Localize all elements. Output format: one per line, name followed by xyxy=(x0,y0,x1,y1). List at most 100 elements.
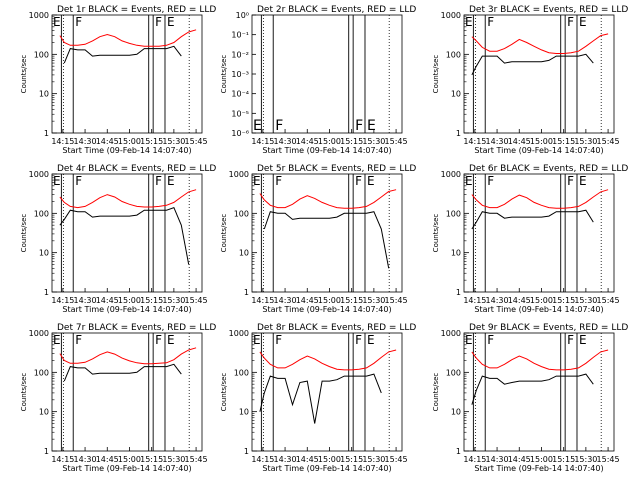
marker-E-left: E xyxy=(465,174,473,188)
x-tick-label: 15:45 xyxy=(597,455,620,464)
marker-E-right: E xyxy=(367,118,376,134)
panel-title: Det 5r BLACK = Events, RED = LLD xyxy=(257,164,416,174)
plot-frame xyxy=(251,14,403,134)
x-tick-label: 14:45 xyxy=(296,296,319,305)
x-tick-label: 15:15 xyxy=(340,137,363,146)
x-tick-label: 15:30 xyxy=(362,455,385,464)
y-tick-label: 1 xyxy=(244,447,249,456)
panel-title: Det 7r BLACK = Events, RED = LLD xyxy=(57,323,216,333)
y-tick-label: 100 xyxy=(446,50,461,59)
y-tick-label: 10⁻² xyxy=(231,50,249,59)
marker-F-right: F xyxy=(155,333,162,347)
lld-series-line xyxy=(471,33,609,54)
marker-F-right: F xyxy=(355,118,363,134)
x-tick-label: 15:15 xyxy=(140,455,163,464)
x-tick-label: 15:00 xyxy=(530,455,553,464)
y-axis-label: Counts/sec xyxy=(20,55,28,94)
y-tick-label: 10 xyxy=(451,408,461,417)
x-axis-label: Start Time (09-Feb-14 14:07:40) xyxy=(262,305,391,314)
marker-F-left: F xyxy=(75,174,82,188)
plot-frame xyxy=(463,14,615,134)
panel-title: Det 9r BLACK = Events, RED = LLD xyxy=(469,323,628,333)
x-tick-label: 15:30 xyxy=(574,455,597,464)
marker-E-left: E xyxy=(253,333,261,347)
y-axis-label: Counts/sec xyxy=(220,55,228,94)
x-tick-label: 15:45 xyxy=(385,137,408,146)
x-tick-label: 15:00 xyxy=(118,296,141,305)
y-tick-label: 10⁻³ xyxy=(231,70,249,79)
y-axis-label: Counts/sec xyxy=(20,214,28,253)
y-axis-label: Counts/sec xyxy=(432,373,440,412)
marker-F-left: F xyxy=(75,333,82,347)
x-tick-label: 15:30 xyxy=(574,137,597,146)
y-tick-label: 100 xyxy=(34,368,49,377)
x-tick-label: 15:30 xyxy=(574,296,597,305)
y-tick-label: 10 xyxy=(39,408,49,417)
marker-F-right: F xyxy=(155,174,162,188)
x-tick-label: 15:00 xyxy=(318,296,341,305)
marker-E-left: E xyxy=(465,15,473,29)
x-axis-label: Start Time (09-Feb-14 14:07:40) xyxy=(474,146,603,155)
x-tick-label: 15:30 xyxy=(162,137,185,146)
y-tick-label: 100 xyxy=(234,209,249,218)
y-tick-label: 1 xyxy=(456,447,461,456)
marker-F-right: F xyxy=(567,333,574,347)
lld-series-line xyxy=(259,189,397,209)
marker-F-left: F xyxy=(487,333,494,347)
x-tick-label: 14:30 xyxy=(74,455,97,464)
marker-E-left: E xyxy=(53,15,61,29)
events-series-line xyxy=(63,45,182,64)
y-tick-label: 10⁰ xyxy=(236,11,249,20)
x-tick-label: 14:15 xyxy=(251,296,274,305)
y-tick-label: 1 xyxy=(44,129,49,138)
y-tick-label: 10⁻⁴ xyxy=(231,90,249,99)
x-tick-label: 15:00 xyxy=(318,137,341,146)
y-tick-label: 10 xyxy=(39,249,49,258)
x-tick-label: 15:15 xyxy=(140,296,163,305)
plot-frame xyxy=(251,332,403,452)
panel-det-5: Det 5r BLACK = Events, RED = LLD 1 10 100 10… xyxy=(220,164,416,314)
y-tick-label: 10⁻⁶ xyxy=(231,129,249,138)
x-tick-label: 15:00 xyxy=(318,455,341,464)
events-series-line xyxy=(471,209,594,230)
panel-title: Det 4r BLACK = Events, RED = LLD xyxy=(57,164,216,174)
marker-F-left: F xyxy=(275,333,282,347)
marker-F-left: F xyxy=(275,174,282,188)
y-tick-label: 1000 xyxy=(29,11,49,20)
x-tick-label: 14:30 xyxy=(486,296,509,305)
y-tick-label: 1 xyxy=(456,129,461,138)
plot-frame xyxy=(463,173,615,293)
y-tick-label: 10 xyxy=(39,90,49,99)
events-series-line xyxy=(263,211,390,269)
y-tick-label: 10 xyxy=(451,249,461,258)
y-axis-label: Counts/sec xyxy=(220,214,228,253)
panel-det-2: Det 2r BLACK = Events, RED = LLD 10⁰ 10⁻¹ 1… xyxy=(220,5,416,155)
panel-det-6: Det 6r BLACK = Events, RED = LLD 1 10 100 10… xyxy=(432,164,628,314)
panel-det-3: Det 3r BLACK = Events, RED = LLD 1 10 100 10… xyxy=(432,5,628,155)
x-axis-label: Start Time (09-Feb-14 14:07:40) xyxy=(62,464,191,473)
panel-title: Det 3r BLACK = Events, RED = LLD xyxy=(469,5,628,15)
y-tick-label: 100 xyxy=(446,209,461,218)
x-tick-label: 15:15 xyxy=(340,455,363,464)
marker-F-left: F xyxy=(275,118,283,134)
y-tick-label: 100 xyxy=(234,368,249,377)
x-tick-label: 15:30 xyxy=(362,137,385,146)
x-tick-label: 14:30 xyxy=(486,137,509,146)
x-tick-label: 14:15 xyxy=(251,455,274,464)
y-axis-label: Counts/sec xyxy=(220,373,228,412)
x-tick-label: 15:30 xyxy=(162,455,185,464)
x-tick-label: 14:15 xyxy=(51,455,74,464)
marker-E-right: E xyxy=(367,174,375,188)
marker-F-right: F xyxy=(355,333,362,347)
marker-F-right: F xyxy=(567,15,574,29)
lld-series-line xyxy=(471,189,609,209)
x-tick-label: 14:45 xyxy=(296,137,319,146)
x-tick-label: 14:30 xyxy=(274,296,297,305)
marker-E-left: E xyxy=(53,333,61,347)
x-axis-label: Start Time (09-Feb-14 14:07:40) xyxy=(262,146,391,155)
lld-series-line xyxy=(59,189,197,209)
x-axis-label: Start Time (09-Feb-14 14:07:40) xyxy=(62,305,191,314)
marker-E-right: E xyxy=(167,174,175,188)
